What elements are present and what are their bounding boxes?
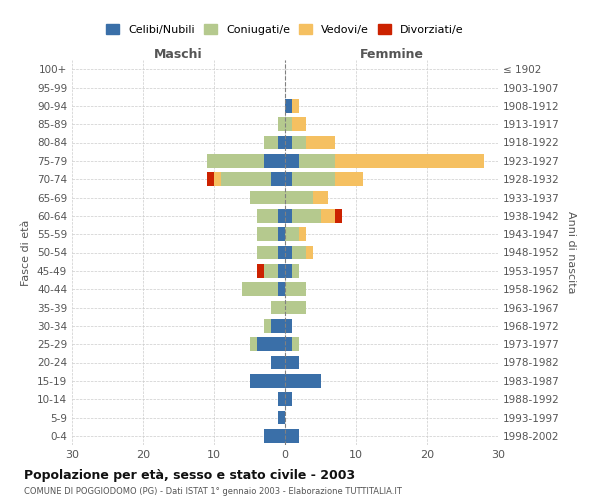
Bar [278, 282, 285, 296]
Bar [257, 246, 278, 260]
Bar [278, 118, 285, 131]
Bar [292, 338, 299, 351]
Legend: Celibi/Nubili, Coniugati/e, Vedovi/e, Divorziati/e: Celibi/Nubili, Coniugati/e, Vedovi/e, Di… [102, 20, 468, 39]
Bar [285, 228, 299, 241]
Bar [292, 246, 307, 260]
Bar [285, 136, 292, 149]
Bar [285, 264, 292, 278]
Bar [271, 356, 285, 370]
Bar [299, 228, 307, 241]
Bar [250, 190, 285, 204]
Bar [285, 300, 307, 314]
Bar [285, 392, 292, 406]
Bar [285, 190, 313, 204]
Bar [285, 429, 299, 442]
Bar [285, 246, 292, 260]
Bar [335, 172, 363, 186]
Bar [292, 172, 335, 186]
Bar [307, 136, 335, 149]
Bar [320, 209, 335, 222]
Bar [285, 338, 292, 351]
Bar [257, 338, 285, 351]
Bar [264, 154, 285, 168]
Bar [285, 99, 292, 112]
Bar [292, 136, 307, 149]
Bar [292, 264, 299, 278]
Bar [292, 99, 299, 112]
Bar [285, 209, 292, 222]
Bar [285, 319, 292, 332]
Text: Maschi: Maschi [154, 48, 203, 61]
Bar [264, 264, 278, 278]
Text: COMUNE DI POGGIODOMO (PG) - Dati ISTAT 1° gennaio 2003 - Elaborazione TUTTITALIA: COMUNE DI POGGIODOMO (PG) - Dati ISTAT 1… [24, 487, 402, 496]
Text: Femmine: Femmine [359, 48, 424, 61]
Bar [271, 300, 285, 314]
Bar [278, 136, 285, 149]
Bar [292, 209, 320, 222]
Bar [278, 392, 285, 406]
Bar [257, 264, 264, 278]
Bar [335, 209, 342, 222]
Bar [299, 154, 335, 168]
Text: Popolazione per età, sesso e stato civile - 2003: Popolazione per età, sesso e stato civil… [24, 470, 355, 482]
Bar [292, 118, 307, 131]
Bar [278, 209, 285, 222]
Bar [285, 374, 320, 388]
Y-axis label: Anni di nascita: Anni di nascita [566, 211, 576, 294]
Bar [271, 319, 285, 332]
Bar [285, 154, 299, 168]
Bar [285, 172, 292, 186]
Bar [264, 136, 278, 149]
Bar [207, 154, 264, 168]
Bar [285, 118, 292, 131]
Bar [214, 172, 221, 186]
Bar [242, 282, 278, 296]
Bar [271, 172, 285, 186]
Bar [264, 429, 285, 442]
Bar [257, 228, 278, 241]
Bar [257, 209, 278, 222]
Bar [278, 246, 285, 260]
Bar [264, 319, 271, 332]
Bar [278, 410, 285, 424]
Y-axis label: Fasce di età: Fasce di età [22, 220, 31, 286]
Bar [207, 172, 214, 186]
Bar [313, 190, 328, 204]
Bar [307, 246, 313, 260]
Bar [278, 228, 285, 241]
Bar [285, 282, 307, 296]
Bar [221, 172, 271, 186]
Bar [278, 264, 285, 278]
Bar [335, 154, 484, 168]
Bar [285, 356, 299, 370]
Bar [250, 374, 285, 388]
Bar [250, 338, 257, 351]
